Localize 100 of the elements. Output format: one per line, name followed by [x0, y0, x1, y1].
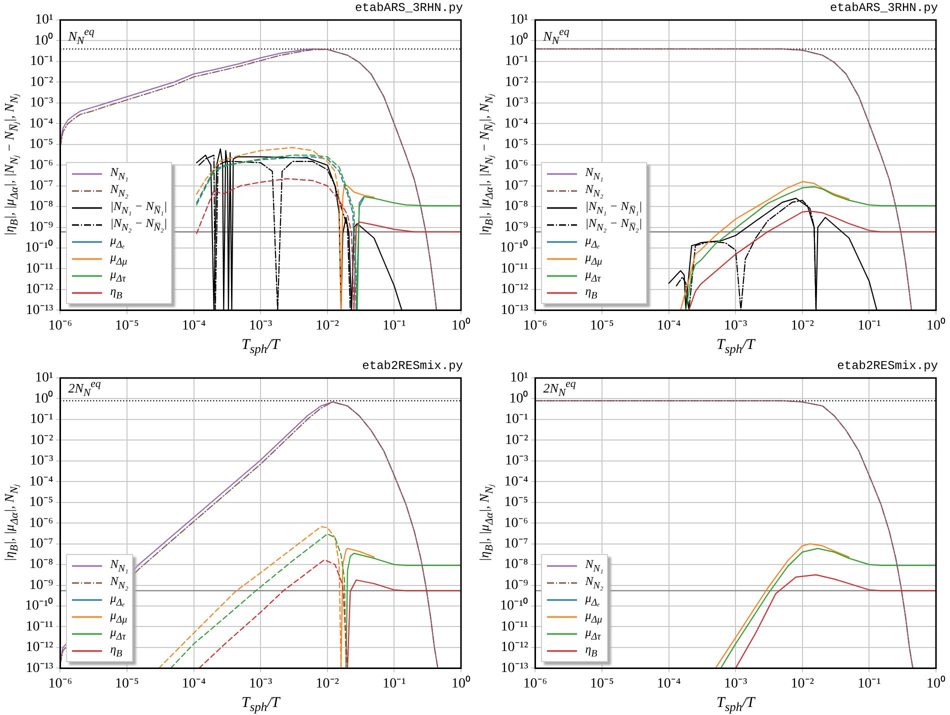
legend-label: μ$_{Δμ}$ — [110, 250, 128, 268]
legend-label: μ$_{Δₑ}$ — [110, 591, 125, 608]
x-tick-label: 10⁻¹ — [858, 676, 881, 692]
x-tick-label: 10⁻² — [790, 676, 814, 692]
x-tick-label: 10⁻² — [790, 318, 814, 334]
legend-label: N$_{N₁}$ — [110, 165, 128, 182]
y-tick-label: 10⁻⁵ — [504, 495, 528, 510]
x-axis-title: T$_{sph}$/T — [716, 337, 755, 357]
y-tick-label: 10⁰ — [509, 32, 528, 48]
y-tick-label: 10⁻¹ — [504, 412, 528, 428]
y-tick-label: 10⁻¹ — [30, 54, 54, 70]
y-tick-label: 10⁻⁸ — [29, 199, 54, 214]
legend-label: μ$_{Δₑ}$ — [585, 233, 600, 250]
legend-label: η$_{B}$ — [585, 284, 598, 302]
x-tick-label: 10⁻¹ — [382, 318, 406, 334]
legend-label: μ$_{Δτ}$ — [585, 267, 601, 284]
y-tick-label: 10⁻² — [504, 74, 528, 90]
x-tick-label: 10⁰ — [926, 317, 946, 334]
y-tick-label: 10⁻³ — [30, 96, 54, 111]
y-tick-label: 10⁻⁴ — [29, 474, 54, 490]
y-tick-label: 10⁻⁸ — [504, 557, 528, 572]
y-tick-label: 10⁻² — [30, 74, 54, 90]
x-tick-label: 10⁻³ — [248, 676, 272, 692]
legend-label: μ$_{Δτ}$ — [585, 625, 601, 642]
legend-label: |N$_{N₁}$ − N$_{N̅₁}$| — [585, 199, 642, 216]
y-tick-label: 10⁻⁶ — [29, 158, 54, 173]
legend-label: μ$_{Δₑ}$ — [585, 591, 600, 608]
y-tick-label: 10⁻¹¹ — [26, 619, 54, 634]
x-axis-title: T$_{sph}$/T — [716, 695, 755, 715]
chart-title: etab2RESmix.py — [837, 359, 938, 373]
legend-label: η$_{B}$ — [110, 642, 122, 660]
x-tick-label: 10⁻⁵ — [590, 676, 614, 692]
y-tick-label: 10⁻¹² — [500, 640, 528, 656]
x-tick-label: 10⁻⁶ — [48, 676, 72, 692]
y-tick-label: 10⁻¹¹ — [500, 619, 528, 634]
y-tick-label: 10⁻¹⁰ — [24, 598, 54, 614]
chart-title: etabARS_3RHN.py — [830, 1, 938, 15]
legend-label: N$_{N₁}$ — [110, 557, 128, 574]
y-tick-label: 10⁻³ — [504, 454, 528, 469]
x-tick-label: 10⁰ — [926, 675, 946, 692]
y-tick-label: 10⁻⁴ — [504, 116, 528, 132]
y-tick-label: 10⁻¹ — [504, 54, 528, 70]
legend-label: N$_{N₂}$ — [110, 182, 128, 200]
x-tick-label: 10⁻¹ — [382, 676, 406, 692]
legend-label: μ$_{Δμ}$ — [585, 250, 602, 268]
x-tick-label: 10⁻⁵ — [115, 676, 140, 692]
y-tick-label: 10⁻⁴ — [504, 474, 528, 490]
y-tick-label: 10⁻¹³ — [26, 302, 54, 318]
x-tick-label: 10⁻⁴ — [656, 676, 681, 692]
legend-label: μ$_{Δτ}$ — [110, 267, 126, 284]
y-tick-label: 10⁻¹¹ — [26, 261, 54, 276]
y-tick-label: 10⁻⁹ — [29, 578, 54, 593]
legend-label: N$_{N₂}$ — [585, 182, 604, 200]
y-tick-label: 10⁻⁹ — [29, 220, 54, 235]
y-tick-label: 10⁻⁵ — [29, 137, 54, 152]
y-tick-label: 10¹ — [510, 370, 528, 386]
y-tick-label: 10⁻⁶ — [29, 516, 54, 531]
y-tick-label: 10⁻¹⁰ — [24, 240, 54, 256]
y-tick-label: 10¹ — [34, 12, 54, 28]
y-tick-label: 10⁻⁸ — [29, 557, 54, 572]
x-tick-label: 10⁻¹ — [858, 318, 881, 334]
x-tick-label: 10⁻⁵ — [590, 318, 614, 334]
x-tick-label: 10⁻² — [316, 676, 339, 692]
x-tick-label: 10⁻² — [316, 318, 339, 334]
y-tick-label: 10⁰ — [509, 390, 528, 406]
y-tick-label: 10⁻⁸ — [504, 199, 528, 214]
y-tick-label: 10⁻² — [30, 432, 54, 448]
legend-label: η$_{B}$ — [110, 284, 122, 302]
y-tick-label: 10¹ — [34, 370, 54, 386]
y-tick-label: 10⁻¹² — [500, 282, 528, 298]
x-axis-title: T$_{sph}$/T — [241, 337, 280, 357]
legend-label: η$_{B}$ — [585, 642, 598, 660]
y-tick-label: 10⁻¹⁰ — [500, 598, 528, 614]
legend-label: |N$_{N₁}$ − N$_{N̅₁}$| — [110, 199, 168, 216]
y-tick-label: 10⁻² — [504, 432, 528, 448]
x-tick-label: 10⁻⁶ — [523, 318, 548, 334]
y-tick-label: 10⁻¹³ — [26, 660, 54, 676]
legend-label: N$_{N₁}$ — [585, 557, 604, 574]
x-tick-label: 10⁻⁴ — [182, 318, 206, 334]
x-tick-label: 10⁰ — [452, 317, 470, 334]
chart-title: etabARS_3RHN.py — [354, 1, 463, 15]
legend-label: μ$_{Δτ}$ — [110, 625, 126, 642]
legend-label: |N$_{N₂}$ − N$_{N̅₂}$| — [585, 216, 642, 234]
y-tick-label: 10⁻³ — [30, 454, 54, 469]
y-tick-label: 10⁻¹² — [26, 640, 54, 656]
y-tick-label: 10⁻⁶ — [504, 158, 528, 173]
y-tick-label: 10⁻⁶ — [504, 516, 528, 531]
x-tick-label: 10⁻⁶ — [48, 318, 72, 334]
y-tick-label: 10⁻¹¹ — [500, 261, 528, 276]
x-tick-label: 10⁰ — [452, 675, 470, 692]
x-tick-label: 10⁻⁵ — [115, 318, 140, 334]
x-tick-label: 10⁻³ — [724, 318, 748, 334]
y-tick-label: 10⁻¹³ — [500, 302, 528, 318]
legend-label: |N$_{N₂}$ − N$_{N̅₂}$| — [110, 216, 168, 234]
y-tick-label: 10⁰ — [34, 32, 54, 48]
legend-label: μ$_{Δμ}$ — [585, 608, 602, 626]
y-tick-label: 10⁻⁴ — [29, 116, 54, 132]
y-tick-label: 10⁻¹² — [26, 282, 54, 298]
legend-label: μ$_{Δμ}$ — [110, 608, 128, 626]
y-tick-label: 10¹ — [510, 12, 528, 28]
